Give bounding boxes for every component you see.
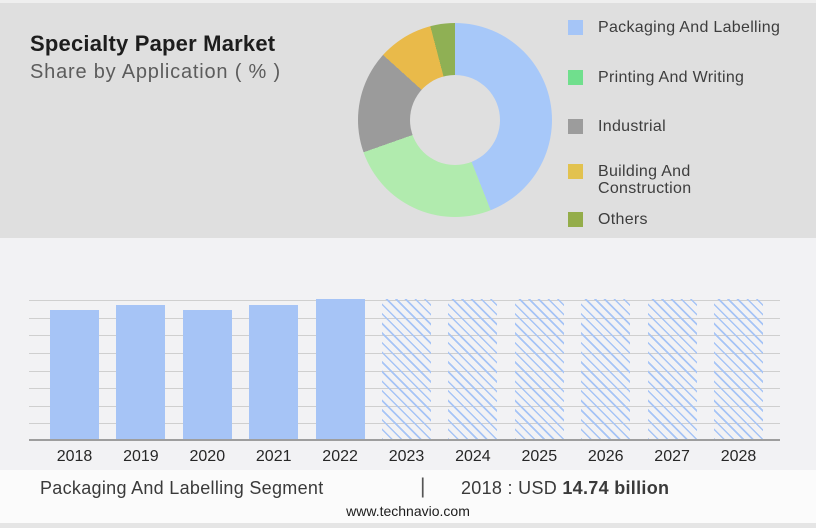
page-title: Specialty Paper Market [30, 31, 276, 56]
legend-color-chip [568, 119, 583, 134]
year-label-2021: 2021 [255, 448, 292, 465]
year-label-2018: 2018 [56, 448, 93, 465]
bar-2021 [249, 305, 299, 440]
bar-2022 [315, 299, 365, 440]
header-panel: Specialty Paper Market Share by Applicat… [0, 0, 816, 238]
year-label-2027: 2027 [654, 448, 690, 465]
bottom-edge-strip [0, 523, 816, 528]
legend-item-printing-and-writing: Printing And Writing [568, 69, 744, 86]
page-subtitle: Share by Application ( % ) [30, 61, 281, 83]
legend-color-chip [568, 212, 583, 227]
forecast-bar-2024 [448, 299, 498, 440]
x-axis-line [29, 439, 780, 441]
segment-label: Packaging And Labelling Segment [40, 478, 324, 498]
key-value-bold: 14.74 billion [562, 478, 670, 498]
title-block: Specialty Paper Market Share by Applicat… [30, 31, 281, 84]
legend-item-label: Industrial [598, 118, 666, 135]
footer: Packaging And Labelling Segment | 2018 :… [0, 470, 816, 528]
year-label-2022: 2022 [322, 448, 358, 465]
legend-item-packaging-and-labelling: Packaging And Labelling [568, 19, 780, 36]
donut-hole [410, 75, 500, 165]
legend-item-industrial: Industrial [568, 118, 666, 135]
bar-2020 [182, 310, 232, 440]
legend-color-chip [568, 20, 583, 35]
forecast-bar-2027 [647, 299, 697, 440]
year-label-2025: 2025 [521, 448, 558, 465]
bar-2019 [116, 305, 166, 440]
donut-chart [358, 23, 552, 217]
legend-item-label: Building And Construction [598, 163, 692, 197]
bar-chart-plot [29, 299, 780, 441]
separator: | [420, 475, 426, 498]
year-label-2024: 2024 [455, 448, 491, 465]
legend-item-others: Others [568, 211, 648, 228]
forecast-bar-2026 [581, 299, 631, 440]
forecast-bar-2025 [514, 299, 564, 440]
forecast-bar-2023 [382, 299, 431, 440]
legend-item-label: Printing And Writing [598, 69, 745, 86]
top-edge-strip [0, 0, 816, 3]
year-label-2028: 2028 [720, 448, 757, 465]
key-value-label: 2018 : USD 14.74 billion [461, 478, 669, 499]
legend-color-chip [568, 70, 583, 85]
bar-chart-panel: 2018 2019 2020 2021 2022 2023 2024 2025 2026 2027… [0, 238, 816, 470]
year-label-2023: 2023 [388, 448, 425, 465]
year-label-2026: 2026 [587, 448, 624, 465]
year-label-2019: 2019 [123, 448, 159, 465]
legend-item-label: Others [598, 211, 648, 228]
legend-item-building-and-construction: Building And Construction [568, 163, 691, 197]
year-label-2020: 2020 [189, 448, 226, 465]
legend-color-chip [568, 164, 583, 179]
legend-item-label: Packaging And Labelling [598, 19, 781, 36]
x-axis-labels: 2018 2019 2020 2021 2022 2023 2024 2025 2026 2027… [0, 448, 816, 468]
forecast-bar-2028 [714, 299, 763, 440]
bar-2018 [50, 310, 99, 440]
key-value-prefix: 2018 : USD [461, 478, 563, 498]
website-link[interactable]: www.technavio.com [346, 503, 470, 519]
donut-legend: Packaging And Labelling Printing And Writ… [568, 0, 808, 238]
